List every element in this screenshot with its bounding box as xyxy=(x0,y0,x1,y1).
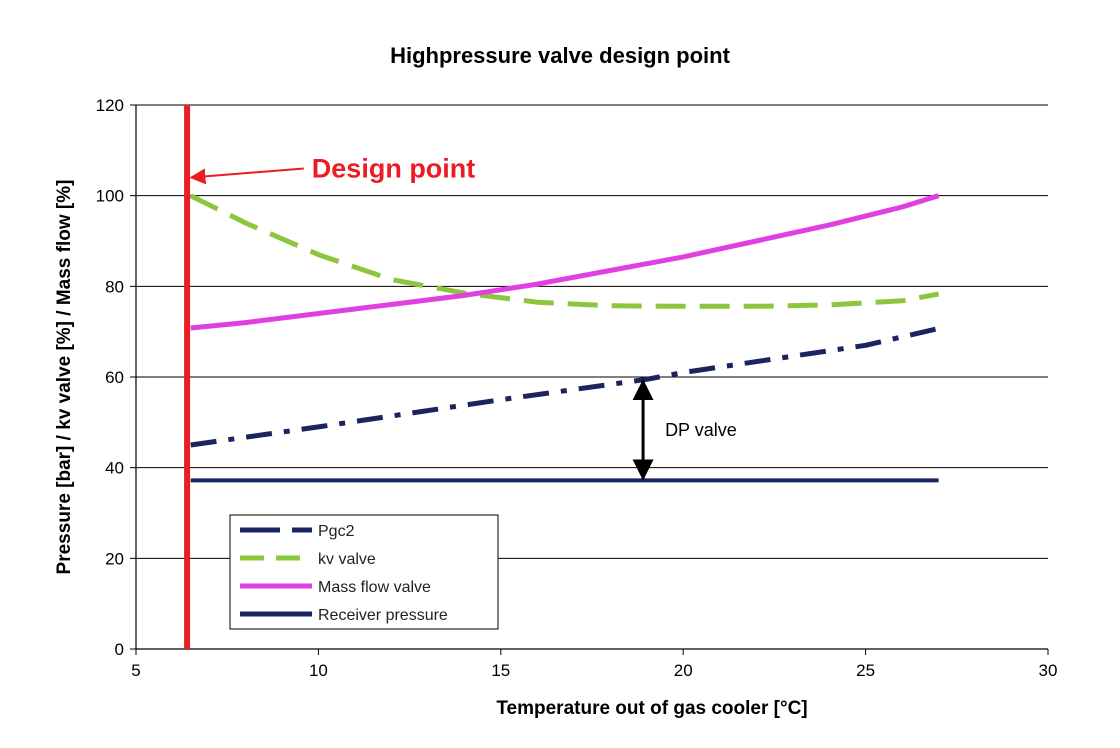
design-point-label: Design point xyxy=(312,153,476,183)
gridlines xyxy=(136,104,1048,559)
y-tick-label-60: 60 xyxy=(105,368,124,387)
x-axis-title: Temperature out of gas cooler [°C] xyxy=(496,698,807,719)
y-tick-label-40: 40 xyxy=(105,459,124,478)
x-tick-label-10: 10 xyxy=(309,661,328,680)
y-tick-labels: 0 20 40 60 80 100 120 xyxy=(96,96,124,659)
series-line-kv-valve xyxy=(189,193,940,309)
legend: Pgc2 kv valve Mass flow valve Receiver pres… xyxy=(229,514,499,630)
series-line-pgc2 xyxy=(190,326,940,448)
series-line-mass-flow-valve xyxy=(190,193,940,331)
x-tick-label-30: 30 xyxy=(1039,661,1058,680)
x-tick-label-20: 20 xyxy=(674,661,693,680)
chart-title: Highpressure valve design point xyxy=(390,43,731,68)
legend-label-kv-valve: kv valve xyxy=(318,551,376,568)
legend-label-receiver-pressure: Receiver pressure xyxy=(318,607,448,624)
x-tick-label-15: 15 xyxy=(491,661,510,680)
design-point-arrow xyxy=(189,167,304,185)
y-tick-label-80: 80 xyxy=(105,277,124,296)
dp-valve-label: DP valve xyxy=(665,420,737,440)
y-tick-label-0: 0 xyxy=(115,640,124,659)
y-tick-label-120: 120 xyxy=(96,96,124,115)
x-tick-label-25: 25 xyxy=(856,661,875,680)
y-tick-label-100: 100 xyxy=(96,187,124,206)
y-axis-title: Pressure [bar] / kv valve [%] / Mass flo… xyxy=(54,180,75,575)
axes xyxy=(130,104,1049,655)
series-lines xyxy=(189,193,940,483)
x-tick-label-5: 5 xyxy=(131,661,140,680)
legend-label-mass-flow-valve: Mass flow valve xyxy=(318,579,431,596)
legend-label-pgc2: Pgc2 xyxy=(318,523,355,540)
legend-box xyxy=(229,514,499,630)
y-tick-label-20: 20 xyxy=(105,549,124,568)
x-tick-labels: 5 10 15 20 25 30 xyxy=(131,661,1057,680)
